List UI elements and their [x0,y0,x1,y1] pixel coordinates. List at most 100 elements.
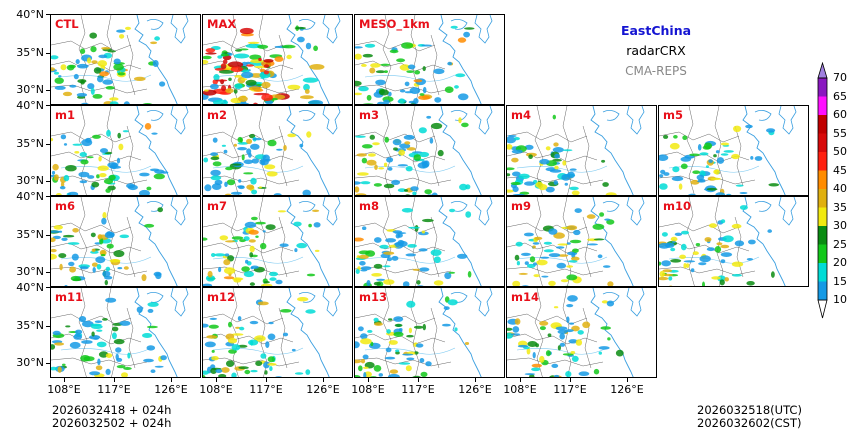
colorbar-segment [818,244,827,263]
colorbar-segment [818,226,827,245]
radar-map [51,106,189,195]
panel-label: m12 [207,290,235,304]
map-panel: m12 [202,287,353,378]
lat-tick-label: 30°N [16,356,44,369]
lat-tick-label: 35°N [16,228,44,241]
lat-tick [46,181,50,182]
colorbar-segment [818,115,827,134]
panel-label: m3 [359,108,379,122]
lat-tick [46,287,50,288]
panel-label: m9 [511,199,531,213]
panel-label: m1 [55,108,75,122]
lat-tick [46,235,50,236]
colorbar-level-label: 50 [833,145,847,158]
panel-label: MAX [207,17,237,31]
lon-tick [266,378,267,382]
panel-label: m4 [511,108,531,122]
lon-tick-label: 126°E [154,383,188,396]
map-panel: m3 [354,105,505,196]
lat-tick-label: 30°N [16,83,44,96]
lat-tick [46,326,50,327]
valid-time-utc: 2026032518(UTC) [697,403,802,417]
panel-label: m5 [663,108,683,122]
colorbar-level-label: 45 [833,163,847,177]
radar-map [203,15,341,104]
colorbar [817,62,828,319]
colorbar-level-label: 15 [833,274,847,288]
panel-label: m10 [663,199,691,213]
colorbar-segment [818,281,827,300]
init-time-utc: 2026032418 + 024h [52,403,172,417]
lat-tick-label: 30°N [16,174,44,187]
lat-tick [46,196,50,197]
lon-tick-label: 108°E [199,383,233,396]
lon-tick [323,378,324,382]
lat-tick-label: 40°N [16,190,44,203]
lat-tick-label: 40°N [16,99,44,112]
map-panel: m10 [658,196,809,287]
lon-tick [64,378,65,382]
radar-map [203,197,341,286]
map-panel: m11 [50,287,201,378]
colorbar-level-label: 25 [833,237,847,251]
radar-map [51,15,189,104]
map-panel: MAX [202,14,353,105]
lon-tick-label: 126°E [306,383,340,396]
map-panel: MESO_1km [354,14,505,105]
panel-label: CTL [55,17,79,31]
panel-label: m2 [207,108,227,122]
map-panel: m9 [506,196,657,287]
panel-label: m8 [359,199,379,213]
radar-map [355,15,493,104]
radar-map [659,197,797,286]
lat-tick [46,105,50,106]
lat-tick-label: 30°N [16,265,44,278]
radar-map [507,288,645,377]
lat-tick-label: 35°N [16,46,44,59]
colorbar-level-label: 55 [833,126,847,140]
radar-map [507,197,645,286]
radar-map [355,197,493,286]
map-panel: m4 [506,105,657,196]
lon-tick [216,378,217,382]
panel-label: m6 [55,199,75,213]
lon-tick-label: 108°E [503,383,537,396]
colorbar-segment [818,133,827,152]
colorbar-segment [818,263,827,282]
variable-title: radarCRX [626,43,686,58]
radar-map [203,288,341,377]
lon-tick [570,378,571,382]
init-time-cst: 2026032502 + 024h [52,416,172,430]
colorbar-level-label: 70 [833,71,847,84]
radar-map [355,106,493,195]
map-panel: CTL [50,14,201,105]
colorbar-level-label: 65 [833,89,847,103]
radar-map [507,106,645,195]
colorbar-segment [818,152,827,171]
panel-label: m14 [511,290,539,304]
lon-tick [627,378,628,382]
lon-tick-label: 126°E [458,383,492,396]
valid-time-cst: 2026032602(CST) [697,416,802,430]
colorbar-level-label: 60 [833,108,847,121]
radar-map [51,197,189,286]
radar-map [355,288,493,377]
lon-tick-label: 117°E [97,383,131,396]
lat-tick [46,363,50,364]
lat-tick-label: 35°N [16,137,44,150]
lat-tick-label: 40°N [16,8,44,21]
colorbar-over-triangle [817,62,828,79]
lat-tick [46,53,50,54]
colorbar-segment [818,207,827,226]
colorbar-level-label: 30 [833,219,847,232]
lat-tick-label: 40°N [16,281,44,294]
map-panel: m14 [506,287,657,378]
map-panel: m7 [202,196,353,287]
lon-tick [418,378,419,382]
colorbar-segment [818,170,827,189]
lat-tick [46,272,50,273]
panel-label: m11 [55,290,83,304]
colorbar-segment [818,189,827,208]
system-title: CMA-REPS [625,64,687,78]
lon-tick-label: 117°E [401,383,435,396]
